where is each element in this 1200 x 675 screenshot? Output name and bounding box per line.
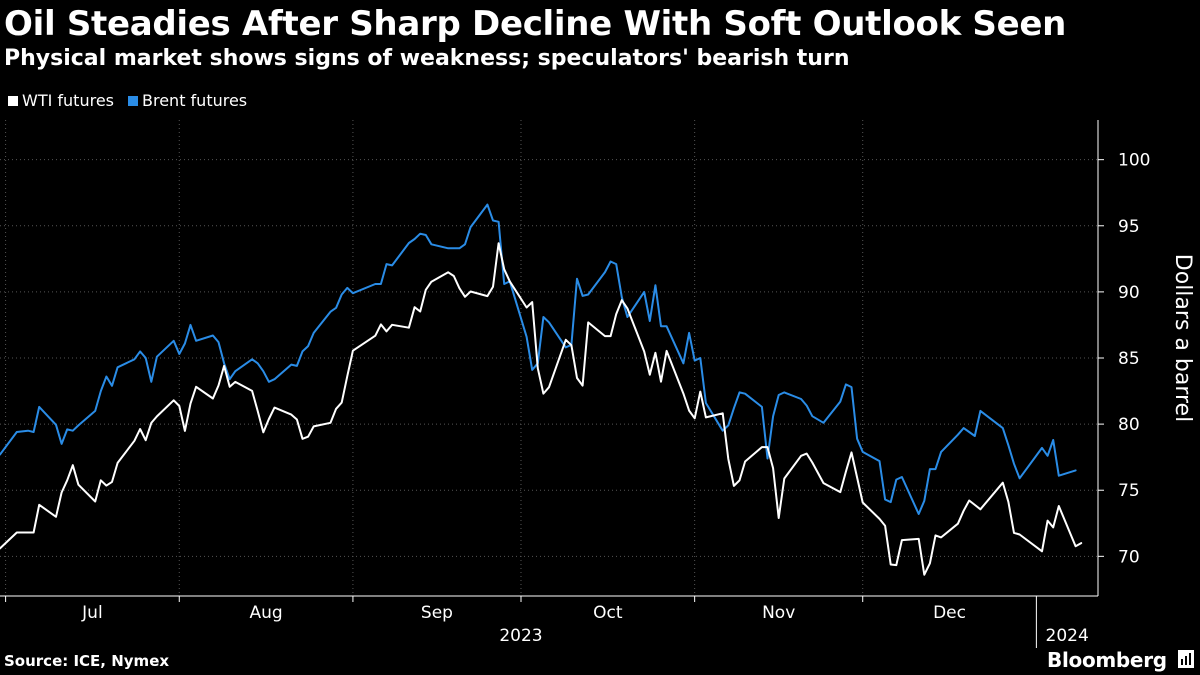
bloomberg-logo: Bloomberg — [1047, 648, 1167, 672]
x-tick-label: Dec — [933, 603, 966, 623]
chart-subtitle: Physical market shows signs of weakness;… — [4, 46, 850, 71]
y-tick-label: 90 — [1118, 283, 1140, 303]
x-year-label: 2023 — [499, 626, 542, 646]
y-tick-label: 100 — [1118, 151, 1150, 171]
y-tick-label: 85 — [1118, 349, 1140, 369]
wti-series-line — [0, 242, 1083, 576]
y-tick-label: 75 — [1118, 481, 1140, 501]
x-tick-label: Oct — [593, 603, 623, 623]
brent-series-line — [0, 203, 1077, 515]
legend-item-brent: Brent futures — [128, 91, 247, 110]
legend-swatch-brent — [128, 95, 138, 106]
legend: WTI futures Brent futures — [8, 91, 247, 110]
legend-swatch-wti — [8, 95, 18, 106]
source-note: Source: ICE, Nymex — [4, 652, 170, 670]
x-tick-label: Sep — [421, 603, 453, 623]
y-tick-label: 95 — [1118, 217, 1140, 237]
y-tick-label: 80 — [1118, 415, 1140, 435]
legend-label-brent: Brent futures — [142, 91, 248, 110]
chart-title: Oil Steadies After Sharp Decline With So… — [4, 4, 1067, 44]
legend-label-wti: WTI futures — [22, 91, 114, 110]
y-tick-label: 70 — [1118, 547, 1140, 567]
y-axis-title: Dollars a barrel — [1170, 254, 1195, 422]
x-tick-label: Jul — [81, 603, 103, 623]
legend-item-wti: WTI futures — [8, 91, 114, 110]
bloomberg-badge-icon — [1178, 650, 1194, 668]
x-tick-label: Aug — [249, 603, 282, 623]
x-tick-label: Nov — [762, 603, 795, 623]
x-year-label: 2024 — [1046, 626, 1089, 646]
